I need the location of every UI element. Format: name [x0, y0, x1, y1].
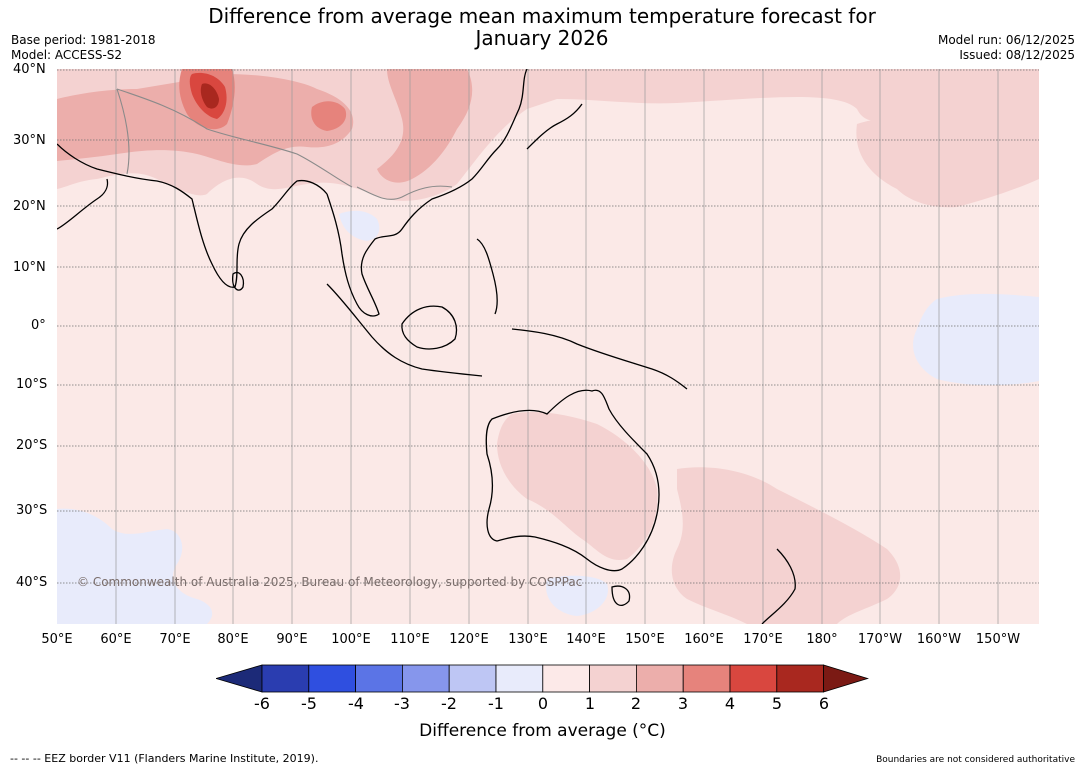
anomaly-region-south-pacific-warm [671, 467, 901, 624]
lat-label-10s: 10°S [16, 377, 48, 392]
coast-new-zealand [761, 548, 796, 624]
colorbar-tick: 3 [677, 694, 689, 713]
coast-sri-lanka [232, 271, 245, 291]
coast-australia [485, 389, 660, 572]
base-period-info: Base period: 1981-2018 Model: ACCESS-S2 [11, 33, 156, 63]
colorbar-tick: 6 [818, 694, 830, 713]
anomaly-region-tasman-cool [546, 575, 608, 616]
coast-japan [526, 103, 583, 150]
colorbar-tick: -4 [348, 694, 364, 713]
colorbar-tick: -6 [254, 694, 270, 713]
colorbar-segment [448, 664, 497, 693]
lat-label-0: 0° [31, 318, 46, 333]
anomaly-region-hotspot-3-4 [311, 101, 347, 131]
colorbar-tick: 2 [630, 694, 642, 713]
coast-borneo [401, 305, 458, 350]
eez-border-note: -- -- -- EEZ border V11 (Flanders Marine… [10, 752, 319, 765]
model-name: Model: ACCESS-S2 [11, 48, 123, 62]
colorbar [216, 664, 869, 693]
lon-label-130e: 130°E [508, 632, 548, 647]
colorbar-segments [216, 664, 869, 693]
colorbar-segment [776, 664, 824, 693]
colorbar-title: Difference from average (°C) [419, 721, 666, 741]
lat-label-30n: 30°N [13, 133, 46, 148]
coast-arabia-south [57, 178, 109, 230]
colorbar-tick: 5 [771, 694, 783, 713]
lon-label-70e: 70°E [159, 632, 191, 647]
boundaries-disclaimer: Boundaries are not considered authoritat… [876, 755, 1075, 765]
colorbar-tick: -1 [488, 694, 504, 713]
colorbar-segment [401, 664, 450, 693]
lat-label-40n: 40°N [13, 62, 46, 77]
issued-date: Issued: 08/12/2025 [959, 48, 1075, 62]
lon-label-150e: 150°E [625, 632, 665, 647]
lon-label-160e: 160°E [684, 632, 724, 647]
colorbar-extend-low [216, 664, 263, 693]
coast-new-guinea [511, 328, 688, 390]
colorbar-segment [261, 664, 310, 693]
colorbar-tick: 1 [584, 694, 596, 713]
model-run-info: Model run: 06/12/2025 Issued: 08/12/2025 [938, 33, 1075, 63]
lon-label-100e: 100°E [331, 632, 371, 647]
colorbar-segment [308, 664, 357, 693]
border-asia-west [116, 88, 130, 175]
coastlines [57, 69, 796, 624]
border-china-se [356, 185, 453, 200]
coast-tasmania [611, 585, 631, 607]
anomaly-region-central-pacific-cool [913, 293, 1039, 386]
anomaly-region-china-2-3 [377, 69, 473, 183]
title-line-1: Difference from average mean maximum tem… [208, 4, 876, 28]
anomaly-region-australia-warm [497, 412, 658, 560]
map-title: Difference from average mean maximum tem… [192, 5, 892, 49]
graticule [115, 69, 999, 624]
model-run: Model run: 06/12/2025 [937, 33, 1075, 47]
lat-label-40s: 40°S [16, 575, 48, 590]
coast-southeast-asia [326, 69, 528, 317]
lon-label-110e: 110°E [390, 632, 430, 647]
lon-label-170e: 170°E [743, 632, 783, 647]
anomaly-region-indochina-cool [339, 210, 380, 241]
colorbar-segment [589, 664, 637, 693]
colorbar-extend-high [823, 664, 869, 693]
coast-arabia-india [57, 143, 328, 288]
lon-label-50e: 50°E [41, 632, 73, 647]
colorbar-tick: 0 [537, 694, 549, 713]
border-asia-north [116, 88, 353, 188]
colorbar-segment [355, 664, 403, 693]
lat-label-10n: 10°N [13, 260, 46, 275]
colorbar-tick: -3 [394, 694, 410, 713]
colorbar-tick: 4 [724, 694, 736, 713]
lon-label-140e: 140°E [566, 632, 606, 647]
anomaly-region-south-indian-cool [57, 508, 213, 624]
colorbar-tick: -5 [301, 694, 317, 713]
map-panel: © Commonwealth of Australia 2025, Bureau… [57, 69, 1039, 624]
lon-label-150w: 150°W [975, 632, 1021, 647]
colorbar-segment [682, 664, 731, 693]
lat-label-30s: 30°S [16, 503, 48, 518]
lat-label-20n: 20°N [13, 199, 46, 214]
lon-label-60e: 60°E [100, 632, 132, 647]
lon-label-180: 180° [806, 632, 838, 647]
anomaly-region-north-pacific [856, 81, 1039, 208]
lon-label-80e: 80°E [217, 632, 249, 647]
lon-label-120e: 120°E [449, 632, 489, 647]
colorbar-tick: -2 [441, 694, 457, 713]
map-svg [57, 69, 1039, 624]
base-period: Base period: 1981-2018 [11, 33, 156, 47]
anomaly-region-himalaya-5-6 [200, 83, 219, 109]
coast-philippines [476, 238, 498, 315]
lon-label-170w: 170°W [857, 632, 903, 647]
country-borders [116, 88, 453, 200]
colorbar-segment [495, 664, 544, 693]
colorbar-segment [542, 664, 590, 693]
lon-label-160w: 160°W [916, 632, 962, 647]
copyright-notice: © Commonwealth of Australia 2025, Bureau… [77, 575, 583, 589]
lat-label-20s: 20°S [16, 438, 48, 453]
colorbar-segment [729, 664, 778, 693]
coast-sumatra-java [326, 283, 483, 377]
lon-label-90e: 90°E [276, 632, 308, 647]
title-line-2: January 2026 [475, 26, 609, 50]
colorbar-segment [635, 664, 684, 693]
